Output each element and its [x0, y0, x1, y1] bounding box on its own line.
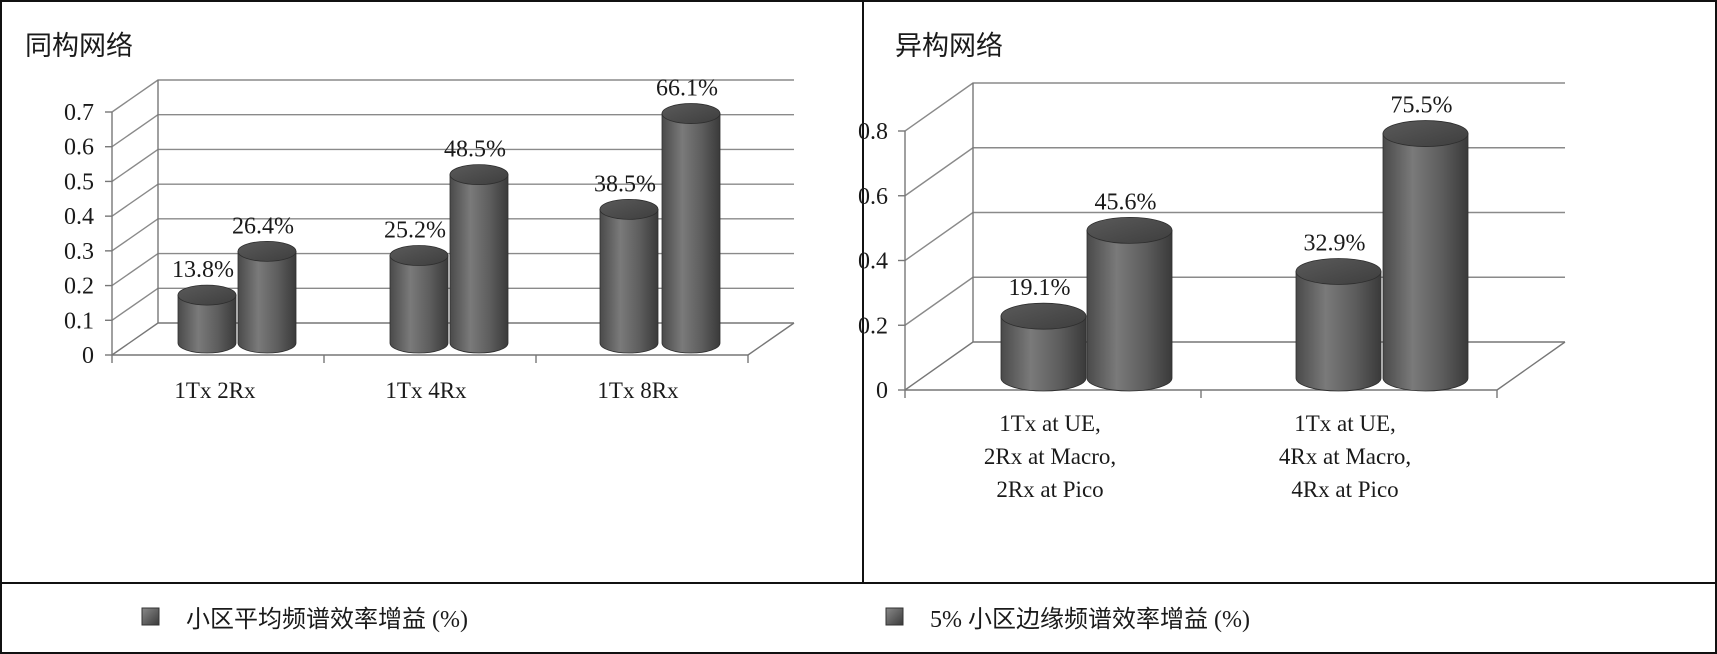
bar-top: [1000, 302, 1087, 330]
bars: [177, 103, 721, 354]
legend-swatch: [885, 607, 904, 626]
data-labels: 13.8% 26.4% 25.2% 48.5% 38.5% 66.1%: [172, 76, 718, 284]
y-tick-label: 0.2: [64, 274, 94, 300]
bar-top: [177, 284, 237, 306]
axes: [105, 80, 795, 363]
category-label-line: 2Rx at Pico: [996, 477, 1103, 502]
bar-top: [599, 198, 659, 220]
bar: [1086, 216, 1173, 392]
bar: [237, 240, 297, 354]
chart-title: 同构网络: [25, 31, 133, 61]
category-label-line: 1Tx 4Rx: [385, 378, 467, 403]
y-tick-label: 0.1: [64, 308, 94, 334]
bar: [599, 198, 659, 354]
bar-body: [177, 294, 237, 354]
bar-body: [449, 174, 509, 354]
y-tick-label: 0.2: [858, 313, 888, 339]
y-tick-label: 0.3: [64, 239, 94, 265]
bar-body: [1000, 315, 1087, 392]
category-label: 1Tx at UE, 2Rx at Macro, 2Rx at Pico: [984, 411, 1116, 502]
y-tick-labels: 0 0.1 0.2 0.3 0.4 0.5 0.6 0.7: [64, 100, 94, 369]
gridline: [904, 82, 1565, 132]
data-label: 13.8%: [172, 257, 234, 283]
y-tick-label: 0.7: [64, 100, 94, 126]
chart-heterogeneous-network: 异构网络 00.20.40.60.8 19.1%45.6%32.9%75.5% …: [858, 31, 1566, 502]
bar-top: [237, 240, 297, 262]
bar: [1295, 258, 1382, 392]
bar-top: [389, 245, 449, 266]
bar: [1000, 302, 1087, 392]
category-label-line: 2Rx at Macro,: [984, 444, 1116, 469]
y-tick-label: 0.5: [64, 169, 94, 195]
y-tick-label: 0.6: [64, 135, 94, 161]
bar-body: [599, 208, 659, 354]
bar-body: [1295, 271, 1382, 392]
data-label: 66.1%: [656, 76, 718, 102]
legend-swatch: [141, 607, 160, 626]
bar-top: [661, 103, 721, 124]
y-tick-labels: 0 0.2 0.4 0.6 0.8: [858, 119, 888, 404]
category-label-line: 4Rx at Macro,: [1279, 444, 1411, 469]
data-label: 25.2%: [384, 218, 446, 244]
legend-item-edge: 5% 小区边缘频谱效率增益 (%): [885, 606, 1250, 633]
category-label: 1Tx at UE, 4Rx at Macro, 4Rx at Pico: [1279, 411, 1411, 502]
bars: [1000, 120, 1469, 392]
data-label: 26.4%: [232, 213, 294, 239]
bar: [661, 103, 721, 354]
bar-body: [661, 113, 721, 354]
legend-item-average: 小区平均频谱效率增益 (%): [141, 606, 468, 633]
category-label-line: 4Rx at Pico: [1291, 477, 1398, 502]
category-label-line: 1Tx 8Rx: [597, 378, 679, 403]
data-label: 38.5%: [594, 171, 656, 197]
legend: 小区平均频谱效率增益 (%) 5% 小区边缘频谱效率增益 (%): [141, 606, 1250, 633]
bar-top: [1086, 216, 1173, 244]
category-label-line: 1Tx at UE,: [999, 411, 1101, 436]
category-label-line: 1Tx at UE,: [1294, 411, 1396, 436]
y-tick-label: 0.8: [858, 119, 888, 145]
category-labels: 1Tx 2Rx 1Tx 4Rx 1Tx 8Rx: [174, 378, 679, 403]
data-label: 32.9%: [1304, 230, 1366, 256]
y-tick-label: 0: [876, 378, 888, 404]
data-labels: 19.1% 45.6% 32.9% 75.5%: [1009, 93, 1453, 302]
data-label: 19.1%: [1009, 275, 1071, 301]
category-label-line: 1Tx 2Rx: [174, 378, 256, 403]
data-label: 48.5%: [444, 137, 506, 163]
bar-body: [1382, 133, 1469, 392]
bar: [1382, 120, 1469, 392]
legend-label: 5% 小区边缘频谱效率增益 (%): [930, 606, 1250, 633]
bar-top: [1382, 120, 1469, 147]
y-tick-label: 0: [82, 343, 94, 369]
y-tick-label: 0.4: [64, 204, 94, 230]
bar: [389, 245, 449, 354]
chart-title: 异构网络: [895, 31, 1003, 61]
category-label: 1Tx 2Rx: [174, 378, 256, 403]
bar: [177, 284, 237, 354]
chart-homogeneous-network: 同构网络 0 0.1 0.2 0.3 0.4 0.5 0.6 0.7 13.8% 26.4% 25…: [25, 31, 795, 403]
bar-top: [1295, 258, 1382, 285]
y-tick-label: 0.6: [858, 184, 888, 210]
bar-body: [237, 250, 297, 354]
category-label: 1Tx 8Rx: [597, 378, 679, 403]
bar-body: [389, 255, 449, 354]
legend-label: 小区平均频谱效率增益 (%): [186, 606, 468, 633]
y-tick-label: 0.4: [858, 249, 888, 275]
data-label: 45.6%: [1095, 189, 1157, 215]
axes: [898, 83, 1566, 398]
category-label: 1Tx 4Rx: [385, 378, 467, 403]
bar: [449, 164, 509, 354]
data-label: 75.5%: [1391, 93, 1453, 119]
bar-top: [449, 164, 509, 186]
bar-body: [1086, 229, 1173, 392]
